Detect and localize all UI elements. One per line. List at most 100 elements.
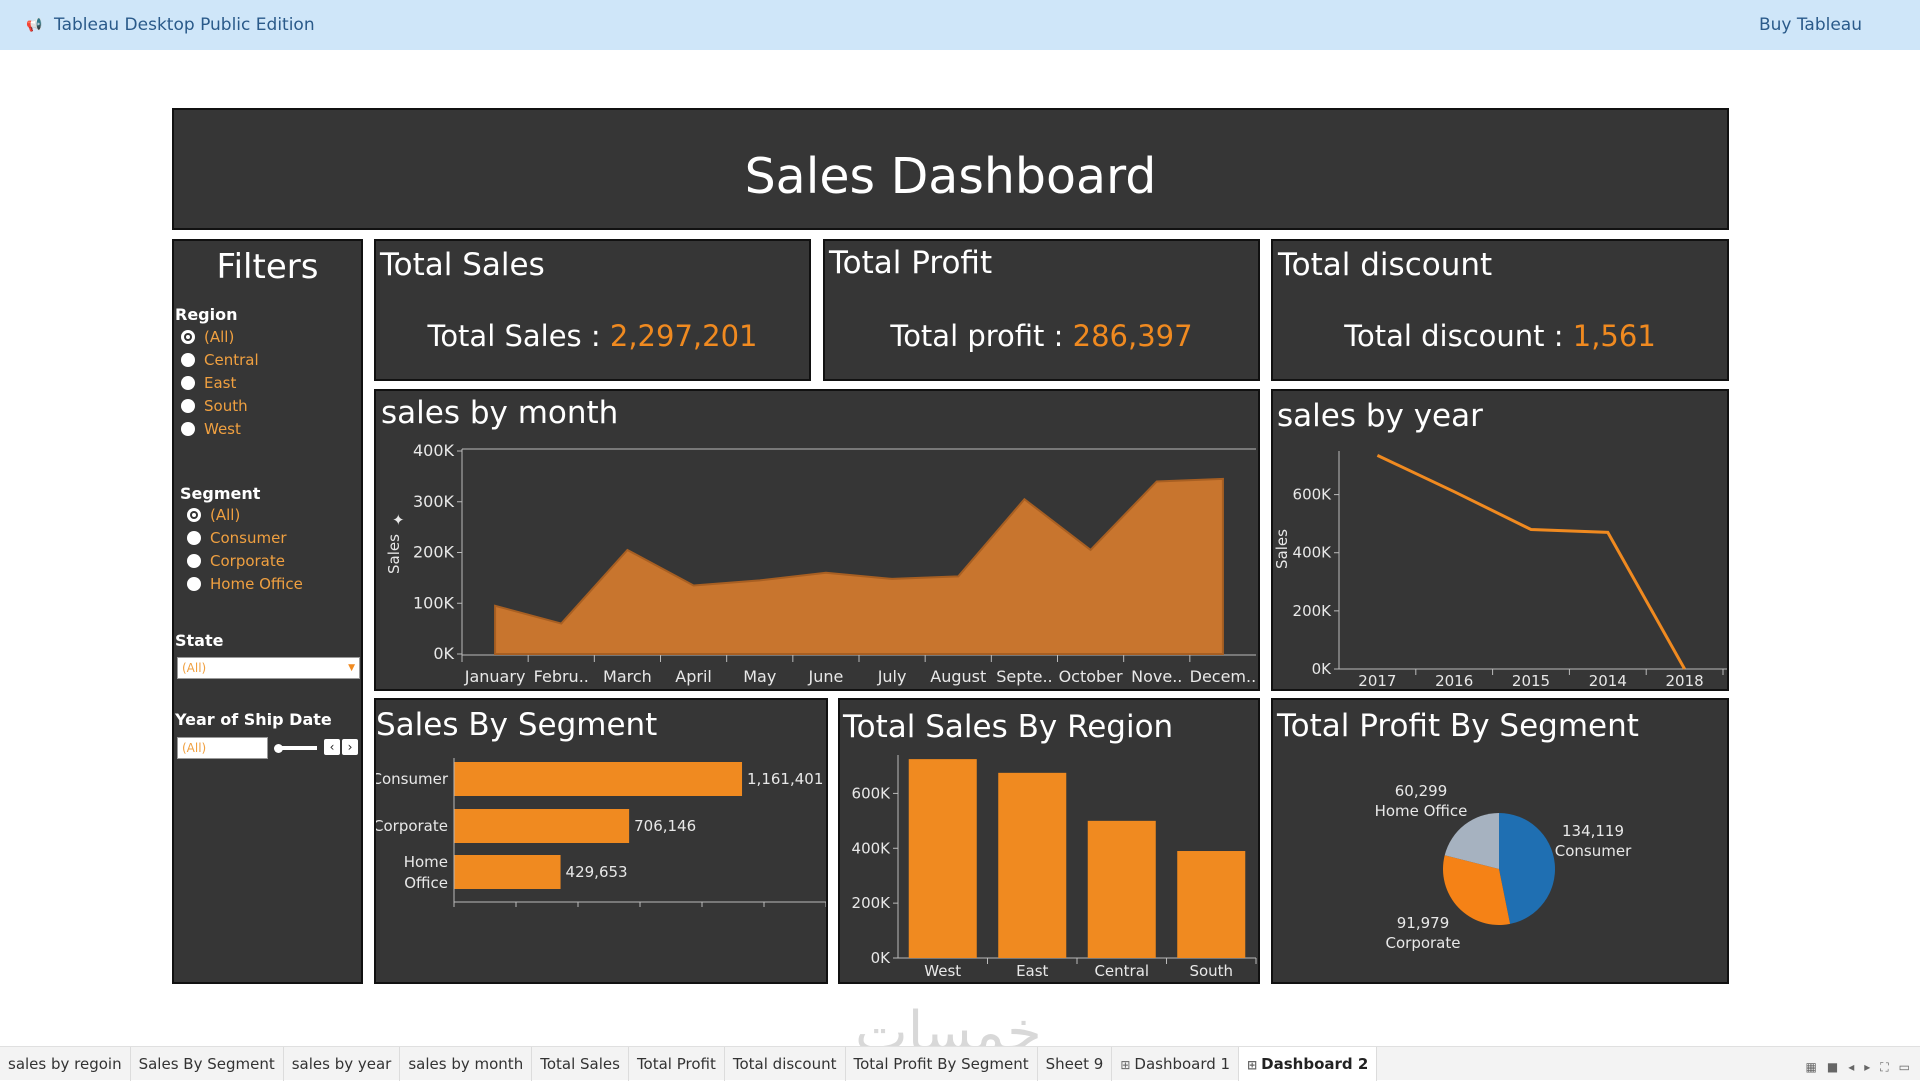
radio-button-icon[interactable] [187,554,201,568]
tab-label: Total Profit By Segment [853,1054,1029,1073]
grid-view-icon[interactable]: ▦ [1805,1060,1817,1074]
tab-dashboard-2[interactable]: ⊞ Dashboard 2 [1239,1046,1378,1081]
x-tick-label: June [807,667,843,686]
y-tick-label: 600K [1293,486,1333,504]
fullscreen-icon[interactable]: ⛶ [1880,1060,1889,1074]
segment-bar-label: 1,161,401 [747,770,823,788]
radio-button-icon[interactable] [187,577,201,591]
sheet-tabs: sales by regoin Sales By Segment sales by … [0,1046,1920,1081]
pie-value-label: 60,299 [1395,782,1448,800]
sales-by-region-chart: 0K 200K 400K 600K West East Central South [852,755,1257,980]
pie-category-label: Home Office [1375,802,1468,820]
y-tick-label: 300K [413,492,455,511]
dashboard-icon: ⊞ [1120,1057,1131,1072]
tab-sheet-9[interactable]: Sheet 9 [1038,1046,1113,1081]
segment-bar [454,809,630,843]
radio-label: Corporate [210,552,285,570]
y-axis-title: Sales [1273,529,1291,569]
x-tick-label: Septe.. [996,667,1052,686]
ship-year-input[interactable]: (All) [177,737,268,759]
ship-year-slider-handle[interactable] [274,744,283,753]
sales-by-year-chart: 0K 200K 400K 600K Sales 2017 2016 2015 2014 2018 [1273,451,1727,689]
y-tick-label: 100K [413,593,455,612]
y-tick-label: 0K [871,949,892,967]
pie-slice [1499,813,1555,924]
x-tick-label: August [930,667,986,686]
segment-option-corporate[interactable]: Corporate [187,552,285,570]
radio-button-icon[interactable] [181,422,195,436]
state-dropdown-value: (All) [182,661,207,675]
region-option-all[interactable]: (All) [181,328,234,346]
segment-option-consumer[interactable]: Consumer [187,529,287,547]
radio-button-icon[interactable] [181,399,195,413]
x-tick-label: Nove.. [1131,667,1182,686]
tab-label: sales by month [408,1054,524,1073]
tab-total-sales[interactable]: Total Sales [532,1046,629,1081]
tab-total-profit[interactable]: Total Profit [629,1046,725,1081]
category-label: Corporate [376,817,448,835]
x-tick-label: Decem.. [1190,667,1257,686]
segment-bar [454,855,561,889]
pie-value-label: 91,979 [1397,914,1450,932]
tab-label: Dashboard 1 [1134,1054,1231,1073]
total-profit-card: Total Profit Total profit : 286,397 [823,239,1260,381]
status-icons: ▦ ■ ◂ ▸ ⛶ ▭ [1806,1060,1911,1075]
chevron-right-icon[interactable]: › [342,739,358,755]
x-tick-label: 2017 [1358,672,1396,689]
state-dropdown[interactable]: (All) ▼ [177,657,360,679]
segment-option-all[interactable]: (All) [187,506,240,524]
x-tick-label: 2016 [1435,672,1473,689]
next-sheet-icon[interactable]: ▸ [1864,1060,1871,1074]
total-profit-value: 286,397 [1072,319,1193,353]
tab-total-profit-by-segment[interactable]: Total Profit By Segment [846,1046,1038,1081]
tab-label: sales by year [291,1054,392,1073]
total-sales-line: Total Sales : 2,297,201 [376,319,809,353]
radio-label: Consumer [210,529,287,547]
ship-year-slider[interactable] [275,746,317,750]
total-sales-label: Total Sales : [427,319,610,353]
region-option-south[interactable]: South [181,397,248,415]
pie-slice [1443,855,1511,925]
total-discount-title: Total discount [1278,247,1493,283]
dashboard-header: Sales Dashboard [172,108,1729,230]
tab-sales-by-month[interactable]: sales by month [400,1046,533,1081]
radio-button-icon[interactable] [187,531,201,545]
y-tick-label: 400K [1293,544,1333,562]
tab-total-discount[interactable]: Total discount [725,1046,846,1081]
region-option-east[interactable]: East [181,374,236,392]
radio-button-icon[interactable] [181,330,195,344]
state-filter-label: State [175,631,224,650]
radio-label: West [204,420,241,438]
tab-sales-by-regoin[interactable]: sales by regoin [0,1046,131,1081]
segment-bar-label: 429,653 [566,863,628,881]
tab-dashboard-1[interactable]: ⊞ Dashboard 1 [1112,1046,1240,1081]
tab-sales-by-segment[interactable]: Sales By Segment [131,1046,284,1081]
total-sales-title: Total Sales [380,247,545,283]
region-option-central[interactable]: Central [181,351,259,369]
x-tick-label: March [603,667,652,686]
total-discount-card: Total discount Total discount : 1,561 [1271,239,1729,381]
tab-sales-by-year[interactable]: sales by year [284,1046,401,1081]
total-profit-label: Total profit : [890,319,1073,353]
tab-label: Sales By Segment [138,1054,275,1073]
sales-by-segment-title: Sales By Segment [376,707,658,743]
x-tick-label: May [743,667,776,686]
pin-icon: ✦ [392,511,405,529]
radio-button-icon[interactable] [181,376,195,390]
buy-tableau-link[interactable]: Buy Tableau [1758,15,1862,35]
region-bar [908,759,977,958]
chevron-down-icon[interactable]: ▼ [348,663,355,673]
category-label: Consumer [376,770,449,788]
radio-button-icon[interactable] [181,353,195,367]
segment-option-home-office[interactable]: Home Office [187,575,303,593]
dashboard-title: Sales Dashboard [744,148,1157,205]
presentation-icon[interactable]: ▭ [1898,1060,1910,1074]
radio-label: Home Office [210,575,303,593]
region-option-west[interactable]: West [181,420,241,438]
chevron-left-icon[interactable]: ‹ [324,739,340,755]
single-view-icon[interactable]: ■ [1826,1060,1839,1074]
filters-panel: Filters Region (All) Central East South West… [172,239,363,984]
previous-sheet-icon[interactable]: ◂ [1848,1060,1855,1074]
dashboard-icon: ⊞ [1247,1057,1258,1072]
radio-button-icon[interactable] [187,508,201,522]
